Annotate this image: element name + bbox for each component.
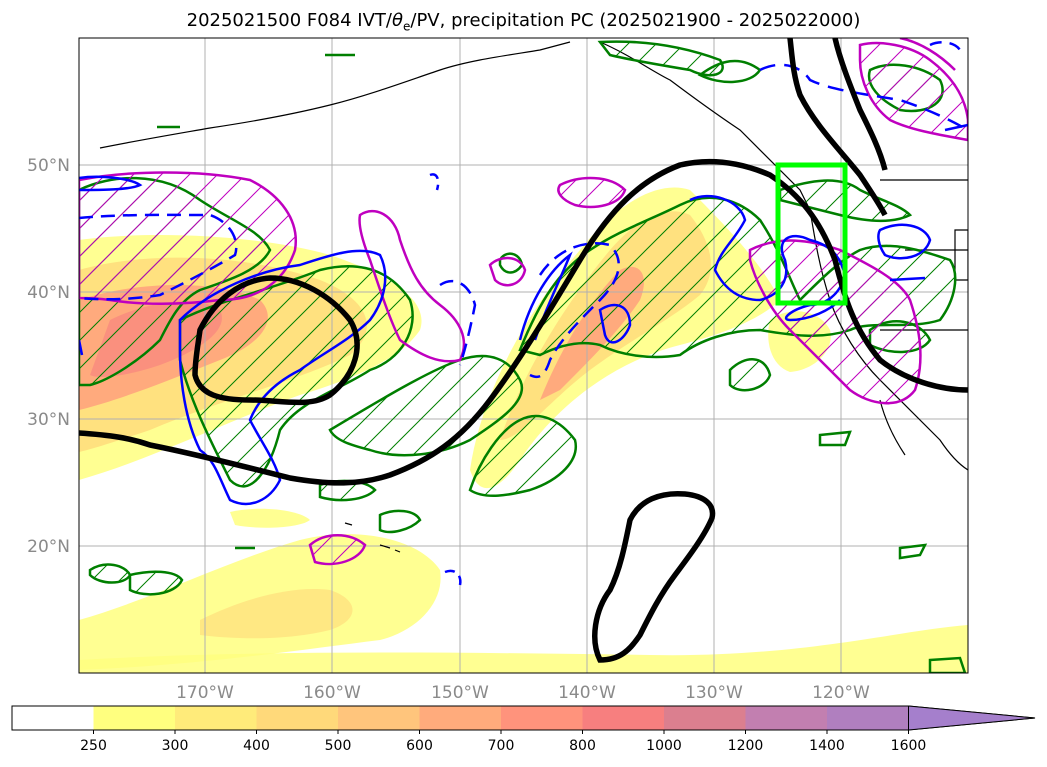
colorbar-segment: [501, 706, 583, 730]
colorbar-tick-label: 1600: [891, 738, 927, 754]
colorbar-tick-label: 1400: [809, 738, 845, 754]
colorbar-segment: [827, 706, 909, 730]
colorbar-tick-label: 1000: [646, 738, 682, 754]
latitude-labels: 50°N 40°N 30°N 20°N: [27, 156, 70, 557]
colorbar-tick-label: 300: [162, 738, 189, 754]
colorbar-tick-label: 700: [488, 738, 515, 754]
colorbar-tick-label: 250: [80, 738, 107, 754]
colorbar-tick-label: 500: [325, 738, 352, 754]
colorbar-segment: [338, 706, 420, 730]
colorbar-segment: [420, 706, 502, 730]
lat-label-20: 20°N: [27, 537, 70, 557]
colorbar-extend-arrow: [909, 706, 1036, 730]
longitude-labels: 170°W 160°W 150°W 140°W 130°W 120°W: [176, 683, 870, 703]
colorbar-segment: [175, 706, 257, 730]
lat-label-40: 40°N: [27, 283, 70, 303]
colorbar-tick-label: 800: [569, 738, 596, 754]
lon-label-120w: 120°W: [812, 683, 870, 703]
colorbar-tick-label: 1200: [728, 738, 764, 754]
colorbar-segment: [746, 706, 828, 730]
lon-label-140w: 140°W: [558, 683, 616, 703]
lat-label-30: 30°N: [27, 410, 70, 430]
lat-label-50: 50°N: [27, 156, 70, 176]
colorbar-segment: [12, 706, 94, 730]
colorbar-segment: [94, 706, 176, 730]
colorbar-segment: [257, 706, 339, 730]
lon-label-170w: 170°W: [176, 683, 234, 703]
colorbar-segment: [583, 706, 665, 730]
colorbar-tick-label: 600: [406, 738, 433, 754]
lon-label-160w: 160°W: [303, 683, 361, 703]
lon-label-150w: 150°W: [431, 683, 489, 703]
lon-label-130w: 130°W: [685, 683, 743, 703]
colorbar-segment: [664, 706, 746, 730]
colorbar-tick-label: 400: [243, 738, 270, 754]
colorbar: 250 300 400 500 600 700 800 1000 1200 1400 1600: [12, 706, 1035, 754]
